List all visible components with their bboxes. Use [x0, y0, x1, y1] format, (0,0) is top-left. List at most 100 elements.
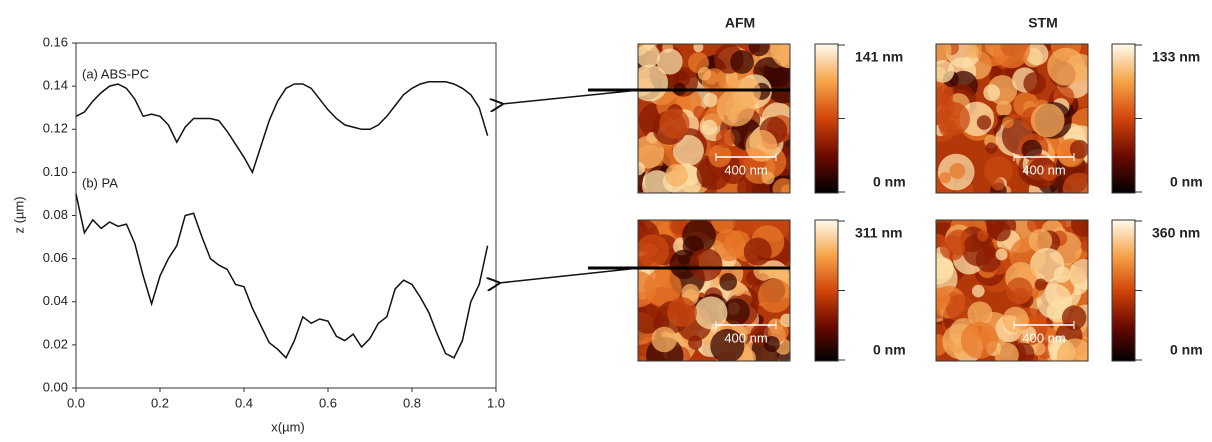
grain [1068, 259, 1088, 290]
grain [638, 271, 657, 308]
grain [672, 134, 704, 167]
grain [1025, 44, 1049, 66]
grain [1070, 220, 1088, 237]
grain [656, 48, 683, 75]
grain [1040, 164, 1058, 181]
grain [693, 105, 706, 119]
grain [745, 129, 778, 162]
grain [682, 220, 716, 253]
grain [772, 178, 790, 193]
grain [1034, 278, 1047, 291]
scale-bar-label: 400 nm [1022, 330, 1065, 345]
afm-image [936, 44, 1088, 193]
grain [995, 248, 1008, 261]
grain [939, 171, 952, 184]
plot-frame [75, 42, 497, 389]
y-tick-label: 0.04 [43, 293, 68, 308]
grain [945, 294, 974, 323]
grain [708, 144, 732, 168]
colorbar-min-label: 0 nm [1170, 174, 1203, 190]
afm-image [936, 220, 1088, 361]
grain [977, 230, 989, 242]
grain [991, 177, 1005, 191]
grain [638, 64, 669, 102]
grain [936, 59, 955, 83]
panel-header: AFM [725, 15, 755, 31]
grain [694, 296, 728, 330]
grain [659, 108, 690, 139]
grain [693, 44, 704, 53]
afm-image [638, 220, 790, 361]
grain [1029, 247, 1065, 283]
grain [985, 142, 997, 154]
grain [936, 287, 951, 310]
grain [983, 84, 1001, 102]
x-axis-label: x(µm) [271, 419, 304, 434]
colorbar [814, 219, 839, 362]
arrow [502, 89, 641, 104]
y-tick-label: 0.12 [43, 121, 68, 136]
x-tick-label: 1.0 [487, 395, 505, 410]
grain [975, 247, 1001, 273]
grain [651, 326, 677, 353]
grain [780, 313, 790, 328]
y-tick-label: 0.10 [43, 164, 68, 179]
grain [770, 44, 790, 69]
profile-line [75, 193, 489, 360]
y-tick-label: 0.06 [43, 250, 68, 265]
grain [938, 110, 949, 121]
grain [1002, 306, 1029, 333]
grain [936, 257, 954, 280]
y-tick-label: 0.00 [43, 379, 68, 394]
grain [1030, 103, 1065, 138]
grain [757, 278, 790, 313]
x-tick-label: 0.8 [403, 395, 421, 410]
grain [697, 67, 712, 81]
image-panels: 400 nm 141 nm 0 nm 400 nm 133 nm 0 nm 400 nm 31… [637, 43, 1203, 362]
colorbar-max-label: 311 nm [855, 225, 902, 241]
scale-bar-label: 400 nm [724, 330, 767, 345]
grain [990, 221, 1011, 242]
grain [1062, 172, 1088, 193]
grain [1061, 305, 1087, 330]
y-tick-label: 0.14 [43, 78, 68, 93]
grain [748, 44, 770, 57]
grain [638, 161, 645, 176]
y-tick-label: 0.08 [43, 207, 68, 222]
scale-bar-label: 400 nm [1022, 162, 1065, 177]
profile-line [75, 81, 489, 175]
scale-bar-label: 400 nm [724, 162, 767, 177]
grain [971, 284, 985, 298]
colorbar-max-label: 360 nm [1152, 225, 1200, 241]
grain [665, 163, 688, 187]
grain [638, 136, 665, 169]
grain [960, 321, 999, 359]
x-tick-label: 0.4 [235, 395, 253, 410]
grain [703, 92, 718, 108]
grain [1023, 72, 1046, 95]
x-tick-label: 0.2 [151, 395, 169, 410]
afm-image [638, 44, 790, 193]
grain [763, 336, 780, 353]
grain [710, 328, 745, 361]
grain [667, 297, 697, 327]
grain [722, 298, 750, 326]
grain [994, 342, 1019, 361]
panel-header: STM [1028, 15, 1058, 31]
grain [638, 44, 661, 68]
y-tick-label: 0.02 [43, 336, 68, 351]
grain [1036, 283, 1073, 319]
grain [643, 243, 658, 258]
colorbar-min-label: 0 nm [873, 174, 906, 190]
grain [940, 235, 966, 261]
arrow [499, 267, 641, 283]
grain [761, 171, 775, 185]
x-tick-label: 0.0 [67, 395, 85, 410]
grain [976, 115, 992, 130]
grain [1020, 333, 1031, 345]
image-frame [935, 43, 1089, 194]
grain [1056, 338, 1088, 361]
grain [991, 66, 1002, 77]
grain [701, 119, 718, 136]
